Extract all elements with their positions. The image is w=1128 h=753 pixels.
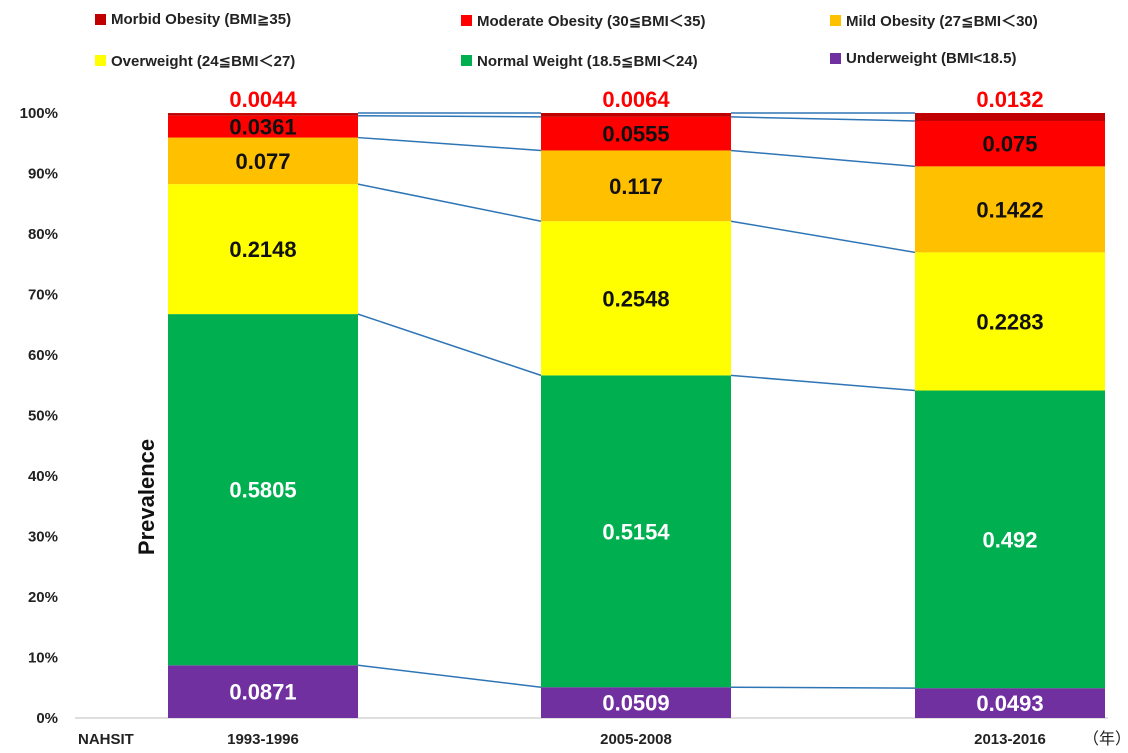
y-tick-label: 10%: [28, 650, 58, 667]
data-label: 0.0044: [229, 87, 297, 112]
legend-swatch: [95, 13, 106, 25]
data-label: 0.5805: [229, 478, 296, 503]
connector-line: [357, 136, 542, 152]
legend-item: Normal Weight (18.5≦BMI＜24): [461, 50, 698, 71]
data-label: 0.0132: [976, 87, 1043, 112]
data-label: 0.0064: [602, 87, 670, 112]
bar-segment: [168, 184, 358, 315]
connector-line: [357, 664, 542, 688]
connector-line: [357, 313, 542, 377]
legend-item: Underweight (BMI<18.5): [830, 50, 1016, 67]
bar-segment: [541, 116, 731, 151]
bar-segment: [168, 665, 358, 718]
bar-segment: [168, 314, 358, 666]
legend-label: Normal Weight (18.5≦BMI＜24): [477, 53, 698, 70]
bar-segment: [915, 113, 1105, 121]
bar-segment: [915, 166, 1105, 253]
data-label: 0.075: [982, 132, 1037, 157]
legend-swatch: [830, 53, 841, 64]
legend-swatch: [95, 55, 106, 66]
y-tick-label: 100%: [20, 105, 58, 122]
x-prefix-label: NAHSIT: [78, 731, 134, 748]
y-tick-label: 60%: [28, 347, 58, 364]
y-tick-label: 20%: [28, 589, 58, 606]
y-tick-label: 0%: [36, 710, 58, 727]
data-label: 0.0509: [602, 691, 669, 716]
y-axis-title: Prevalence: [134, 439, 159, 555]
connector-line: [730, 149, 916, 168]
data-label: 0.2548: [602, 286, 669, 311]
connector-line: [357, 183, 542, 222]
data-label: 0.492: [982, 527, 1037, 552]
connector-line: [730, 374, 916, 392]
bar-segment: [915, 688, 1105, 718]
legend-item: Mild Obesity (27≦BMI＜30): [830, 10, 1038, 31]
data-label: 0.2148: [229, 237, 296, 262]
legend-item: Moderate Obesity (30≦BMI＜35): [461, 10, 705, 31]
legend-swatch: [461, 15, 472, 26]
legend-label: Underweight (BMI<18.5): [846, 50, 1017, 67]
data-label: 0.0493: [976, 691, 1043, 716]
connector-line: [357, 114, 542, 118]
y-tick-label: 90%: [28, 166, 58, 183]
x-unit-label: （年）: [1083, 730, 1128, 748]
data-label: 0.0871: [229, 680, 296, 705]
legend-label: Overweight (24≦BMI＜27): [111, 53, 296, 70]
bar-segment: [168, 137, 358, 185]
connector-line: [730, 220, 916, 254]
bar-segment: [541, 375, 731, 688]
bar-segment: [915, 120, 1105, 167]
data-label: 0.077: [235, 149, 290, 174]
legend-item: Overweight (24≦BMI＜27): [95, 50, 295, 71]
x-tick-label: 2013-2016: [974, 731, 1046, 748]
y-tick-label: 30%: [28, 529, 58, 546]
legend-swatch: [830, 15, 841, 26]
y-tick-label: 40%: [28, 468, 58, 485]
data-label: 0.5154: [602, 519, 670, 544]
x-tick-label: 1993-1996: [227, 731, 299, 748]
data-label: 0.117: [609, 174, 663, 199]
bar-segment: [541, 150, 731, 222]
legend-swatch: [461, 55, 472, 66]
bar-segment: [915, 390, 1105, 689]
data-label: 0.2283: [976, 309, 1043, 334]
bar-segment: [541, 221, 731, 376]
bar-segment: [541, 113, 731, 117]
bar-segment: [915, 252, 1105, 391]
bar-segment: [541, 687, 731, 718]
x-tick-label: 2005-2008: [600, 731, 672, 748]
connector-line: [730, 116, 916, 122]
legend-label: Mild Obesity (27≦BMI＜30): [846, 13, 1038, 30]
data-label: 0.0555: [602, 122, 669, 147]
legend-label: Morbid Obesity (BMI≧35): [111, 11, 292, 28]
y-tick-label: 50%: [28, 408, 58, 425]
connector-line: [730, 686, 916, 689]
legend-item: Morbid Obesity (BMI≧35): [95, 10, 291, 28]
data-label: 0.0361: [229, 115, 296, 140]
bar-segment: [168, 113, 358, 116]
y-tick-label: 70%: [28, 287, 58, 304]
legend-label: Moderate Obesity (30≦BMI＜35): [477, 13, 706, 30]
y-tick-label: 80%: [28, 226, 58, 243]
data-label: 0.1422: [976, 197, 1043, 222]
bar-segment: [168, 115, 358, 138]
